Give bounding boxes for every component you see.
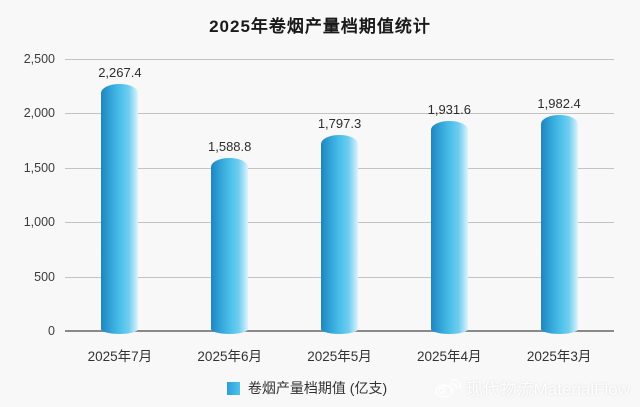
legend-item[interactable]: 卷烟产量档期值 (亿支) bbox=[0, 378, 627, 398]
bar[interactable] bbox=[321, 135, 358, 334]
x-axis-label: 2025年6月 bbox=[197, 349, 262, 364]
x-axis-label: 2025年7月 bbox=[87, 349, 153, 364]
gridline bbox=[65, 113, 614, 115]
bar-value-label: 1,931.6 bbox=[427, 101, 471, 117]
bar[interactable] bbox=[430, 120, 468, 334]
x-axis-label: 2025年4月 bbox=[417, 349, 482, 364]
y-tick-label: 1,500 bbox=[23, 160, 55, 175]
y-tick-label: 500 bbox=[34, 269, 55, 284]
bar-value-label: 1,588.8 bbox=[208, 139, 252, 155]
bar-value-label: 1,797.3 bbox=[317, 116, 362, 132]
x-axis-label: 2025年5月 bbox=[307, 349, 372, 364]
gridline bbox=[65, 59, 614, 60]
y-tick-label: 1,000 bbox=[23, 215, 55, 230]
y-tick-label: 0 bbox=[48, 324, 55, 338]
bar-value-label: 1,982.4 bbox=[537, 96, 581, 112]
bar[interactable] bbox=[540, 115, 578, 334]
legend-swatch-icon bbox=[226, 381, 240, 395]
x-axis-label: 2025年3月 bbox=[526, 349, 592, 364]
y-tick-label: 2,500 bbox=[23, 52, 55, 66]
legend-label: 卷烟产量档期值 (亿支) bbox=[247, 380, 388, 396]
bar[interactable] bbox=[101, 84, 139, 334]
bar-value-label: 2,267.4 bbox=[98, 65, 142, 81]
bar[interactable] bbox=[211, 158, 249, 334]
chart-title: 2025年卷烟产量档期值统计 bbox=[209, 17, 431, 36]
y-tick-label: 2,000 bbox=[23, 106, 55, 121]
